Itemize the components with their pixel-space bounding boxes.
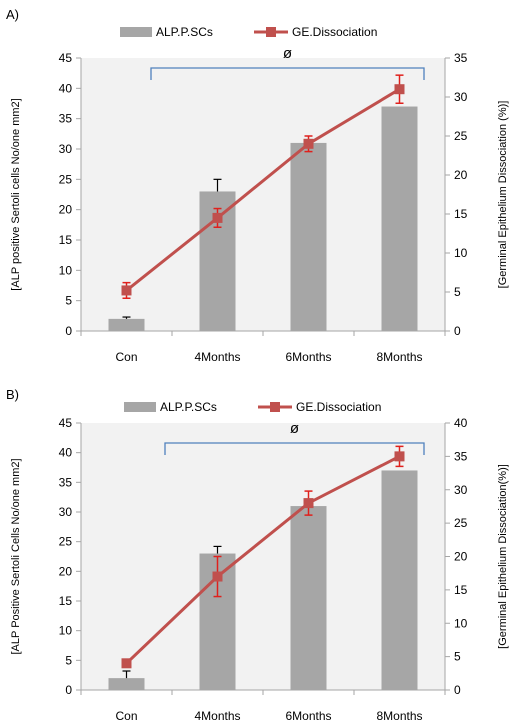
line-marker	[212, 212, 223, 223]
left-tick-label: 0	[65, 324, 72, 338]
x-tick-label: 4Months	[194, 350, 240, 364]
bar	[108, 678, 145, 690]
x-tick-label: 6Months	[285, 350, 331, 364]
left-tick-label: 25	[59, 535, 73, 549]
right-tick-label: 40	[454, 416, 468, 430]
left-tick-label: 20	[59, 203, 73, 217]
line-marker	[394, 451, 405, 462]
left-tick-label: 35	[59, 475, 73, 489]
significance-symbol: ø	[290, 420, 299, 437]
left-tick-label: 5	[65, 653, 72, 667]
left-tick-label: 0	[65, 683, 72, 697]
right-tick-label: 5	[454, 285, 461, 299]
right-tick-label: 25	[454, 516, 468, 530]
x-tick-label: 6Months	[285, 709, 331, 723]
left-tick-label: 30	[59, 505, 73, 519]
right-axis-title: [Germinal Epithelium Dissociation(%)]	[497, 464, 509, 649]
left-tick-label: 10	[59, 624, 73, 638]
line-marker	[121, 658, 132, 669]
panel-a: A) 0 5 10 15 20 25 30 35 40 45 0 5 10 15 20 25 30 35 Con 4Mo…	[6, 7, 509, 364]
panel-label: A)	[6, 7, 19, 22]
right-tick-label: 0	[454, 324, 461, 338]
right-tick-label: 10	[454, 616, 468, 630]
significance-bracket	[164, 442, 425, 455]
left-tick-label: 35	[59, 112, 73, 126]
legend-bar-swatch	[124, 402, 156, 412]
left-tick-label: 25	[59, 172, 73, 186]
left-axis-title: [ALP positive Sertoli cells No/one mm2]	[10, 98, 22, 290]
line-marker	[121, 285, 132, 296]
line-series	[125, 455, 401, 665]
bar	[290, 142, 327, 331]
panel-label: B)	[6, 387, 19, 402]
right-axis-title: [Germinal Epithelium Dissociation (%)]	[497, 101, 509, 289]
line-marker	[303, 498, 314, 509]
legend-bar-swatch	[120, 27, 152, 37]
significance-symbol: ø	[283, 45, 292, 62]
bar	[290, 506, 327, 690]
x-tick-label: Con	[115, 709, 137, 723]
left-tick-label: 45	[59, 416, 73, 430]
bar	[381, 470, 418, 690]
right-tick-label: 20	[454, 550, 468, 564]
left-tick-label: 15	[59, 233, 73, 247]
left-tick-label: 10	[59, 263, 73, 277]
right-tick-label: 25	[454, 129, 468, 143]
legend-label: GE.Dissociation	[292, 25, 377, 39]
left-tick-label: 45	[59, 51, 73, 65]
x-tick-label: 8Months	[376, 350, 422, 364]
right-tick-label: 30	[454, 90, 468, 104]
left-tick-label: 20	[59, 564, 73, 578]
panel-b: B) 0 5 10 15 20 25 30 35 40 45 0 5 10 15 20 25 30 35 40 Con 4…	[6, 387, 509, 723]
left-tick-label: 15	[59, 594, 73, 608]
right-tick-label: 35	[454, 449, 468, 463]
line-marker	[394, 84, 405, 95]
x-tick-label: Con	[115, 350, 137, 364]
legend-label: GE.Dissociation	[296, 400, 381, 414]
legend-line-marker	[270, 402, 280, 412]
significance-bracket	[150, 67, 425, 80]
bar	[381, 106, 418, 332]
left-tick-label: 40	[59, 446, 73, 460]
right-tick-label: 15	[454, 583, 468, 597]
right-tick-label: 35	[454, 51, 468, 65]
x-tick-label: 8Months	[376, 709, 422, 723]
left-tick-label: 30	[59, 142, 73, 156]
legend-line-marker	[266, 27, 276, 37]
x-tick-label: 4Months	[194, 709, 240, 723]
left-tick-label: 5	[65, 294, 72, 308]
right-tick-label: 5	[454, 650, 461, 664]
left-tick-label: 40	[59, 81, 73, 95]
right-tick-label: 20	[454, 168, 468, 182]
bar	[108, 318, 145, 331]
line-series	[125, 87, 401, 292]
line-marker	[212, 571, 223, 582]
right-tick-label: 30	[454, 483, 468, 497]
right-tick-label: 10	[454, 246, 468, 260]
left-axis-title: [ALP Positive Sertoli Cells No/one mm2]	[10, 458, 22, 654]
legend-label: ALP.P.SCs	[156, 25, 213, 39]
line-marker	[303, 138, 314, 149]
legend-label: ALP.P.SCs	[160, 400, 217, 414]
right-tick-label: 0	[454, 683, 461, 697]
right-tick-label: 15	[454, 207, 468, 221]
